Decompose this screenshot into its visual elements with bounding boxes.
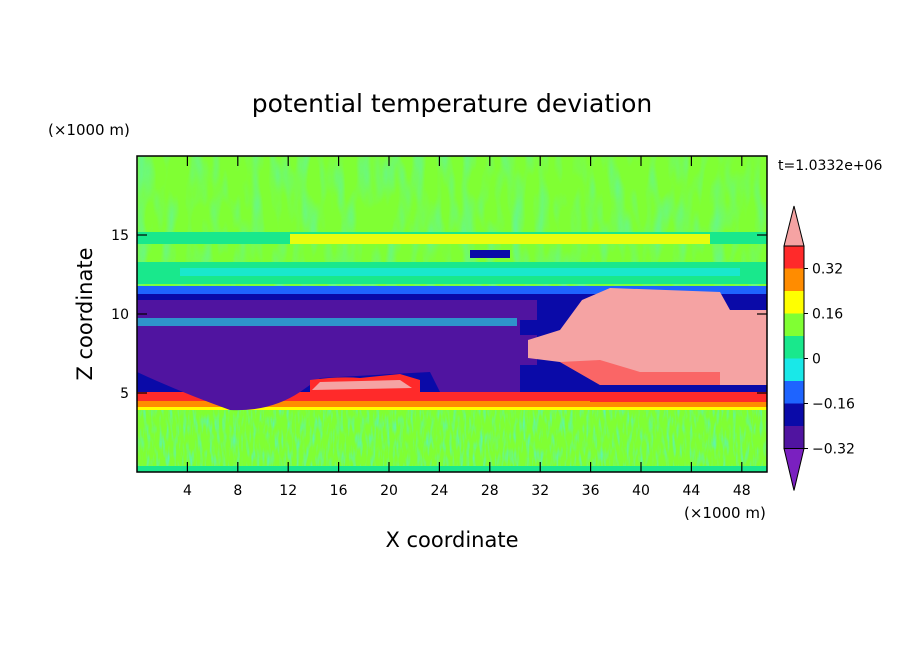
y-unit-label: (×1000 m) xyxy=(48,121,130,139)
x-tick-label: 48 xyxy=(733,483,751,499)
colorbar-swatch xyxy=(784,313,804,336)
x-tick-label: 36 xyxy=(582,483,600,499)
x-tick-label: 20 xyxy=(380,483,398,499)
colorbar-swatch xyxy=(784,336,804,359)
colorbar-label: 0 xyxy=(812,352,821,368)
x-tick-label: 40 xyxy=(632,483,650,499)
colorbar-swatch xyxy=(784,291,804,314)
x-tick-label: 12 xyxy=(279,483,297,499)
colorbar-swatch xyxy=(784,268,804,291)
chart-title: potential temperature deviation xyxy=(252,89,652,118)
colorbar-label: −0.16 xyxy=(812,397,855,413)
y-axis-ticks: 5 10 15 xyxy=(111,228,767,402)
y-tick-label: 15 xyxy=(111,228,129,244)
colorbar-swatch xyxy=(784,403,804,426)
colorbar-swatch xyxy=(784,426,804,449)
x-tick-label: 8 xyxy=(233,483,242,499)
colorbar-swatch xyxy=(784,358,804,381)
y-tick-label: 5 xyxy=(120,386,129,402)
x-tick-label: 16 xyxy=(330,483,348,499)
y-tick-label: 10 xyxy=(111,307,129,323)
colorbar: 0.32 0.16 0 −0.16 −0.32 xyxy=(783,205,855,491)
y-axis-label: Z coordinate xyxy=(73,247,97,380)
time-label: t=1.0332e+06 xyxy=(778,158,882,174)
colorbar-extend-top xyxy=(783,205,805,247)
colorbar-label: 0.32 xyxy=(812,262,843,278)
x-tick-label: 32 xyxy=(531,483,549,499)
x-tick-label: 28 xyxy=(481,483,499,499)
colorbar-label: −0.32 xyxy=(812,442,855,458)
x-tick-label: 24 xyxy=(430,483,448,499)
contour-field xyxy=(137,156,767,472)
x-tick-label: 4 xyxy=(183,483,192,499)
colorbar-swatch xyxy=(784,381,804,404)
colorbar-extend-bottom xyxy=(783,448,805,491)
colorbar-label: 0.16 xyxy=(812,307,843,323)
x-axis-label: X coordinate xyxy=(385,528,518,552)
x-axis-ticks: 4 8 12 16 20 24 28 32 36 40 44 48 xyxy=(183,156,751,499)
x-unit-label: (×1000 m) xyxy=(684,504,766,522)
x-tick-label: 44 xyxy=(682,483,700,499)
colorbar-swatch xyxy=(784,246,804,269)
